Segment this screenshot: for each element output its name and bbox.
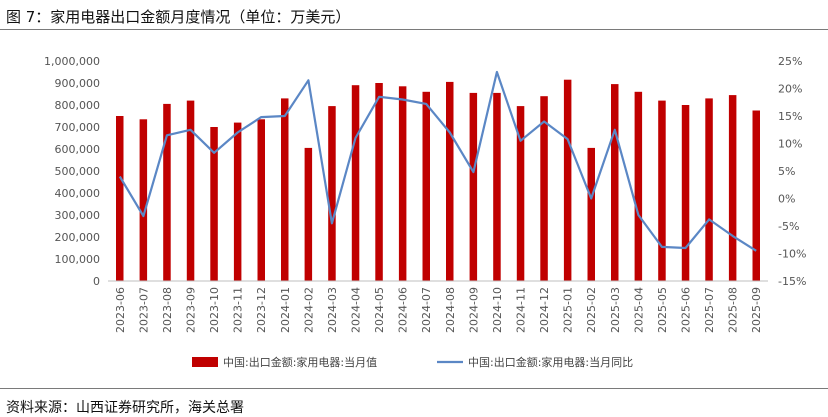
bar — [493, 92, 501, 282]
right-tick-label: 5% — [778, 165, 795, 178]
x-tick-label: 2025-01 — [562, 287, 575, 333]
bar — [375, 83, 383, 281]
right-tick-label: -15% — [778, 275, 806, 288]
right-axis-ticks: -15% -10% -5% 0% 5% 10% 15% 20% 25% — [778, 55, 806, 288]
bar — [446, 81, 454, 282]
left-tick-label: 700,000 — [55, 121, 101, 134]
x-tick-label: 2024-07 — [420, 287, 433, 333]
bar — [705, 98, 713, 282]
left-tick-label: 0 — [93, 275, 100, 288]
bar — [398, 86, 407, 281]
bar — [233, 122, 242, 281]
bar — [728, 95, 737, 281]
left-tick-label: 600,000 — [55, 143, 101, 156]
legend-label-bar: 中国:出口金额:家用电器:当月值 — [223, 355, 377, 369]
x-tick-label: 2023-06 — [114, 287, 127, 333]
legend: 中国:出口金额:家用电器:当月值 中国:出口金额:家用电器:当月同比 — [192, 355, 633, 369]
x-tick-label: 2023-10 — [208, 287, 221, 333]
x-tick-label: 2025-08 — [727, 287, 740, 333]
x-tick-label: 2024-10 — [491, 287, 504, 333]
bar — [257, 119, 265, 281]
bar — [281, 98, 289, 282]
legend-swatch-bar — [192, 357, 218, 367]
legend-label-line: 中国:出口金额:家用电器:当月同比 — [468, 355, 633, 369]
right-tick-label: -5% — [778, 220, 799, 233]
x-tick-label: 2024-01 — [279, 287, 292, 333]
bar — [210, 127, 218, 281]
right-tick-label: 10% — [778, 138, 802, 151]
x-axis-ticks: 2023-06 2023-07 2023-08 2023-09 2023-10 2023-… — [114, 287, 763, 333]
right-tick-label: 25% — [778, 55, 802, 68]
line-series — [118, 70, 757, 252]
x-tick-label: 2024-02 — [302, 287, 315, 333]
x-tick-label: 2024-12 — [538, 287, 551, 333]
left-tick-label: 500,000 — [55, 165, 101, 178]
left-tick-label: 900,000 — [55, 77, 101, 90]
bar — [328, 106, 336, 281]
bar — [163, 103, 171, 282]
x-tick-label: 2024-04 — [350, 287, 363, 333]
bar — [752, 110, 760, 281]
source-note: 资料来源：山西证券研究所，海关总署 — [6, 400, 244, 416]
x-tick-label: 2025-09 — [750, 287, 763, 333]
left-tick-label: 100,000 — [55, 253, 101, 266]
x-tick-label: 2024-08 — [444, 287, 457, 333]
x-tick-label: 2024-11 — [515, 287, 528, 333]
right-tick-label: -10% — [778, 248, 806, 261]
x-tick-label: 2024-03 — [326, 287, 339, 333]
x-tick-label: 2023-09 — [185, 287, 198, 333]
x-tick-label: 2023-11 — [232, 287, 245, 333]
x-tick-label: 2023-08 — [161, 287, 174, 333]
left-tick-label: 1,000,000 — [44, 55, 100, 68]
x-tick-label: 2025-06 — [680, 287, 693, 333]
x-tick-label: 2024-06 — [397, 287, 410, 333]
left-tick-label: 800,000 — [55, 99, 101, 112]
left-axis-ticks: 0 100,000 200,000 300,000 400,000 500,000 600,… — [44, 55, 100, 288]
bar — [587, 147, 595, 281]
bar — [681, 105, 690, 281]
bar — [304, 147, 313, 281]
bar-series — [116, 79, 760, 282]
bar — [516, 106, 525, 281]
bar — [139, 119, 148, 281]
bar — [351, 85, 360, 281]
title-divider — [0, 29, 828, 30]
x-tick-label: 2025-04 — [632, 287, 645, 333]
bar — [563, 79, 572, 281]
figure-title: 图 7：家用电器出口金额月度情况（单位：万美元） — [6, 8, 351, 26]
right-tick-label: 20% — [778, 83, 802, 96]
x-tick-label: 2025-03 — [609, 287, 622, 333]
x-tick-label: 2023-12 — [255, 287, 268, 333]
bar — [658, 100, 666, 281]
bar — [422, 91, 430, 281]
bar — [116, 116, 124, 281]
source-divider — [0, 388, 828, 389]
bar — [469, 92, 478, 282]
x-tick-label: 2024-09 — [467, 287, 480, 333]
bar — [540, 96, 548, 281]
x-tick-label: 2025-05 — [656, 287, 669, 333]
bar — [634, 91, 643, 281]
x-tick-label: 2024-05 — [373, 287, 386, 333]
x-tick-label: 2025-07 — [703, 287, 716, 333]
bar — [186, 100, 195, 281]
x-tick-label: 2023-07 — [137, 287, 150, 333]
left-tick-label: 200,000 — [55, 231, 101, 244]
x-tick-label: 2025-02 — [585, 287, 598, 333]
right-tick-label: 15% — [778, 110, 802, 123]
chart: 0 100,000 200,000 300,000 400,000 500,000 600,… — [44, 55, 806, 369]
left-tick-label: 300,000 — [55, 209, 101, 222]
right-tick-label: 0% — [778, 193, 795, 206]
left-tick-label: 400,000 — [55, 187, 101, 200]
bar — [611, 84, 619, 281]
